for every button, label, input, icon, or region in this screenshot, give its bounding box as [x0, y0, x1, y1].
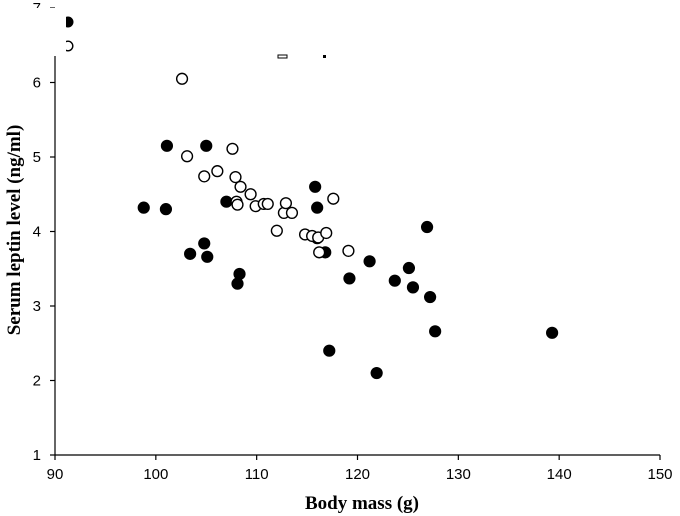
- y-tick-label: 5: [33, 149, 41, 166]
- data-point-open: [261, 197, 274, 211]
- data-point-open: [244, 188, 257, 201]
- data-point-filled: [231, 277, 244, 290]
- data-point-filled: [198, 237, 211, 250]
- legend: [0, 8, 326, 59]
- data-point-open: [327, 192, 340, 205]
- series-open: [175, 72, 355, 259]
- data-point-open: [231, 198, 244, 211]
- data-point-filled: [200, 139, 213, 152]
- x-axis: 90 100 110 120 130 140 150: [47, 454, 673, 483]
- data-point-open: [229, 171, 242, 184]
- x-tick-label: 130: [446, 466, 471, 483]
- data-point-open: [320, 226, 333, 240]
- data-point-filled: [220, 195, 233, 208]
- data-point-open: [211, 165, 224, 178]
- data-point-filled: [402, 261, 416, 275]
- data-point-filled: [309, 180, 322, 193]
- data-point-filled: [137, 201, 150, 214]
- x-tick-label: 100: [143, 466, 168, 483]
- y-tick-label: 3: [33, 298, 41, 315]
- data-point-filled: [546, 326, 559, 339]
- data-point-filled: [233, 267, 246, 281]
- data-point-open: [285, 206, 299, 219]
- data-point-open: [270, 224, 283, 237]
- data-point-open: [279, 197, 293, 210]
- data-point-filled: [311, 201, 324, 214]
- data-point-filled: [429, 325, 442, 338]
- data-point-filled: [343, 272, 356, 285]
- clipped-marker-filled: [323, 55, 326, 58]
- clipped-marker-open: [277, 54, 288, 59]
- y-tick-label: 6: [33, 75, 41, 92]
- data-point-filled: [363, 255, 376, 268]
- data-point-filled: [420, 220, 434, 234]
- legend-clip-mask: [0, 8, 66, 56]
- data-point-filled: [159, 203, 173, 216]
- data-point-filled: [160, 139, 174, 152]
- x-tick-label: 150: [647, 466, 672, 483]
- data-point-filled: [201, 250, 214, 263]
- series-filled: [137, 139, 559, 380]
- y-axis: 1234567: [33, 0, 56, 464]
- x-tick-label: 90: [47, 466, 64, 483]
- data-point-open: [180, 150, 194, 163]
- data-point-filled: [370, 366, 383, 380]
- data-point-open: [226, 142, 239, 155]
- data-point-open: [234, 180, 247, 193]
- data-point-filled: [184, 247, 197, 260]
- data-point-open: [198, 170, 211, 183]
- x-tick-label: 120: [345, 466, 370, 483]
- y-tick-label: 4: [33, 224, 41, 241]
- x-tick-label: 110: [245, 466, 269, 483]
- y-tick-label: 1: [33, 447, 41, 464]
- data-point-filled: [424, 290, 437, 304]
- data-point-filled: [388, 274, 401, 287]
- x-axis-title: Body mass (g): [305, 493, 419, 514]
- x-tick-label: 140: [547, 466, 572, 483]
- data-point-open: [313, 246, 326, 259]
- data-point-filled: [406, 281, 420, 294]
- data-point-open: [342, 244, 355, 257]
- y-tick-label: 2: [33, 373, 41, 390]
- data-point-filled: [323, 344, 336, 357]
- y-axis-title: Serum leptin level (ng/ml): [4, 125, 25, 336]
- data-point-open: [175, 72, 189, 85]
